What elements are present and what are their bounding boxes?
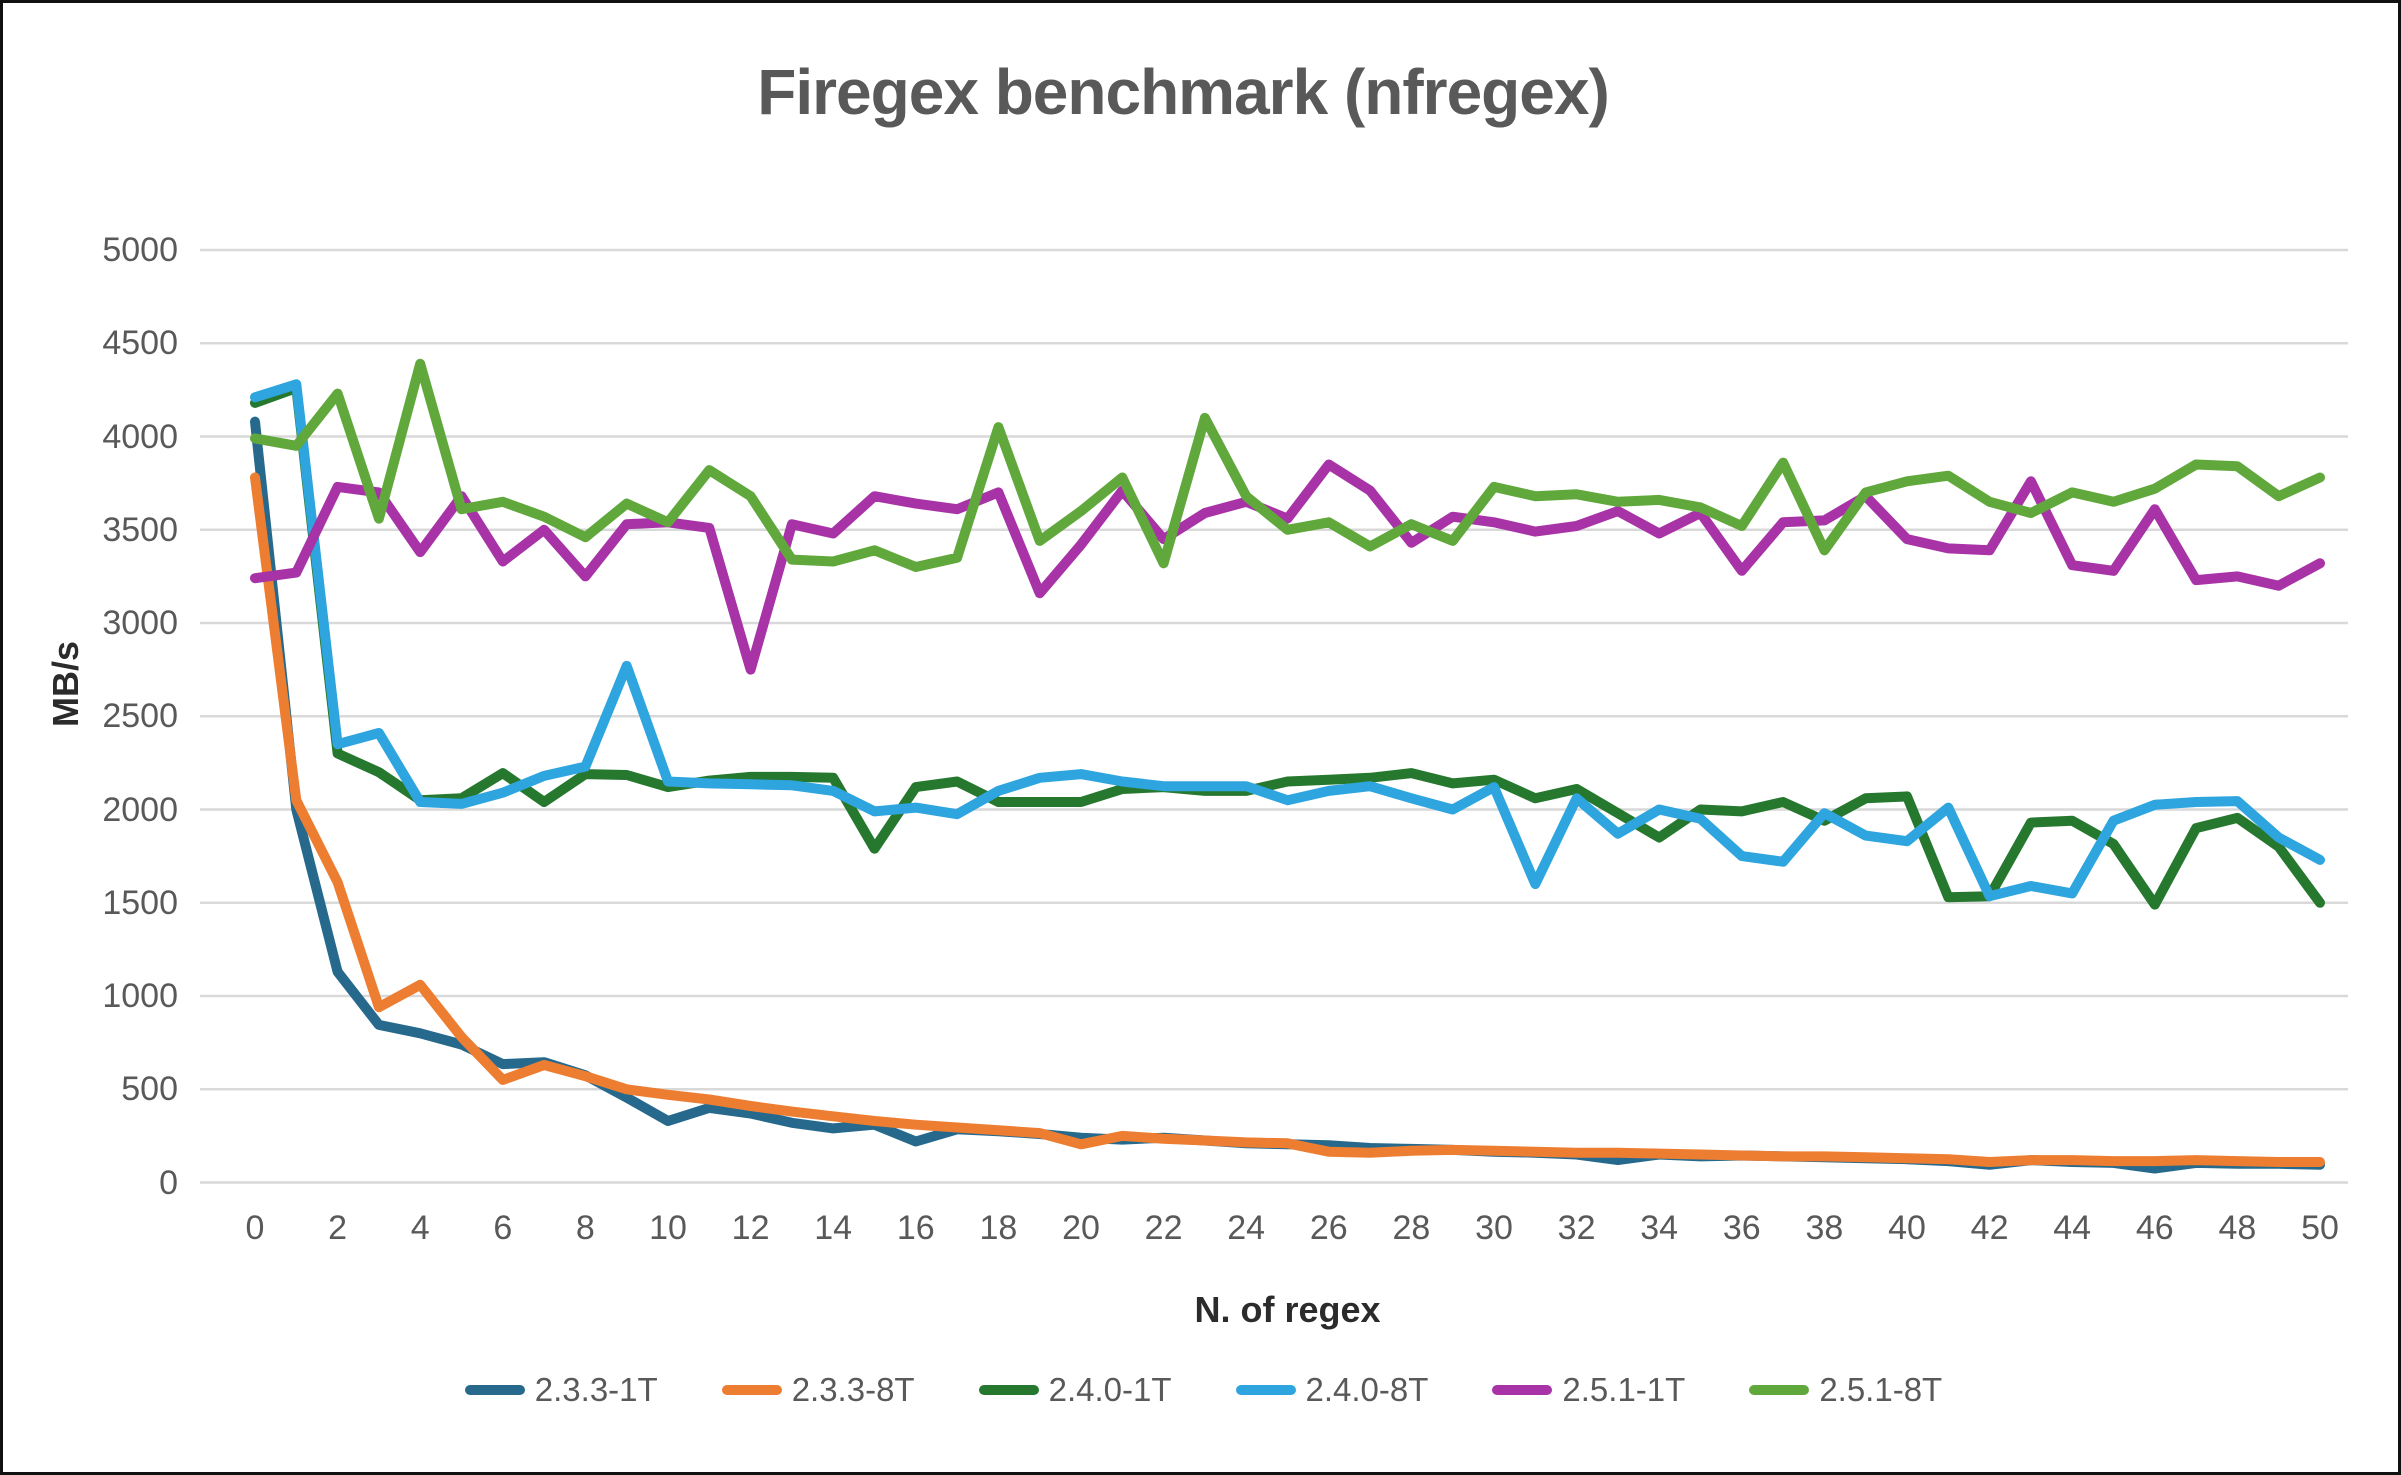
legend-label-2.3.3-8T: 2.3.3-8T bbox=[791, 1371, 915, 1408]
chart-canvas bbox=[200, 248, 2348, 1184]
x-tick-label-16: 16 bbox=[896, 1208, 935, 1247]
x-tick-label-44: 44 bbox=[2053, 1208, 2092, 1247]
legend-swatch-2.4.0-1T bbox=[978, 1385, 1039, 1395]
x-tick-label-2: 2 bbox=[328, 1208, 348, 1247]
x-tick-label-28: 28 bbox=[1392, 1208, 1431, 1247]
legend-item-2.4.0-1T: 2.4.0-1T bbox=[978, 1371, 1172, 1409]
legend-label-2.4.0-1T: 2.4.0-1T bbox=[1048, 1371, 1172, 1408]
y-tick-label-4000: 4000 bbox=[102, 417, 178, 456]
series-line-2.5.1-8T bbox=[250, 358, 2325, 572]
legend-swatch-2.4.0-8T bbox=[1235, 1385, 1296, 1395]
x-tick-label-46: 46 bbox=[2135, 1208, 2174, 1247]
x-tick-label-30: 30 bbox=[1475, 1208, 1513, 1247]
x-tick-label-6: 6 bbox=[493, 1208, 513, 1247]
y-tick-label-500: 500 bbox=[121, 1070, 178, 1109]
legend: 2.3.3-1T 2.3.3-8T 2.4.0-1T 2.4.0-8T 2.5.1-1T… bbox=[3, 1371, 2398, 1409]
series-line-2.3.3-8T bbox=[250, 472, 2325, 1167]
legend-item-2.3.3-8T: 2.3.3-8T bbox=[721, 1371, 915, 1409]
x-tick-label-22: 22 bbox=[1144, 1208, 1183, 1247]
x-tick-label-34: 34 bbox=[1640, 1208, 1679, 1247]
legend-item-2.5.1-1T: 2.5.1-1T bbox=[1492, 1371, 1685, 1409]
series-line-2.4.0-1T bbox=[250, 383, 2325, 910]
x-tick-label-0: 0 bbox=[245, 1208, 265, 1247]
legend-label-2.3.3-1T: 2.3.3-1T bbox=[534, 1371, 658, 1408]
x-tick-label-24: 24 bbox=[1227, 1208, 1266, 1247]
legend-swatch-2.3.3-8T bbox=[721, 1385, 782, 1395]
y-tick-label-3500: 3500 bbox=[102, 510, 178, 549]
x-tick-label-8: 8 bbox=[575, 1208, 595, 1247]
chart-title: Firegex benchmark (nfregex) bbox=[757, 56, 1610, 128]
y-tick-label-0: 0 bbox=[159, 1163, 178, 1202]
x-tick-label-14: 14 bbox=[814, 1208, 853, 1247]
y-tick-label-4500: 4500 bbox=[102, 324, 178, 363]
y-tick-label-3000: 3000 bbox=[102, 604, 178, 642]
legend-swatch-2.5.1-1T bbox=[1492, 1385, 1553, 1395]
x-tick-label-12: 12 bbox=[731, 1208, 770, 1247]
x-tick-label-38: 38 bbox=[1805, 1208, 1844, 1247]
x-tick-label-32: 32 bbox=[1557, 1208, 1596, 1247]
legend-label-2.5.1-8T: 2.5.1-8T bbox=[1819, 1371, 1943, 1408]
x-tick-label-26: 26 bbox=[1309, 1208, 1348, 1247]
y-tick-label-1500: 1500 bbox=[102, 883, 178, 922]
legend-swatch-2.3.3-1T bbox=[464, 1385, 525, 1395]
x-tick-label-50: 50 bbox=[2301, 1208, 2339, 1247]
x-tick-label-20: 20 bbox=[1062, 1208, 1100, 1247]
x-tick-label-36: 36 bbox=[1722, 1208, 1761, 1247]
legend-item-2.3.3-1T: 2.3.3-1T bbox=[464, 1371, 658, 1409]
legend-swatch-2.5.1-8T bbox=[1749, 1385, 1810, 1395]
x-tick-label-10: 10 bbox=[649, 1208, 687, 1247]
x-axis-label: N. of regex bbox=[1194, 1289, 1381, 1330]
x-tick-label-18: 18 bbox=[979, 1208, 1018, 1247]
series-line-2.5.1-1T bbox=[250, 459, 2325, 675]
legend-label-2.5.1-1T: 2.5.1-1T bbox=[1562, 1371, 1686, 1408]
legend-item-2.4.0-8T: 2.4.0-8T bbox=[1235, 1371, 1429, 1409]
series-line-2.4.0-8T bbox=[250, 379, 2325, 902]
legend-label-2.4.0-8T: 2.4.0-8T bbox=[1305, 1371, 1429, 1408]
legend-item-2.5.1-8T: 2.5.1-8T bbox=[1749, 1371, 1942, 1409]
x-tick-label-48: 48 bbox=[2218, 1208, 2257, 1247]
y-tick-label-5000: 5000 bbox=[102, 231, 178, 269]
y-tick-label-2000: 2000 bbox=[102, 790, 178, 829]
x-tick-label-42: 42 bbox=[1970, 1208, 2009, 1247]
x-tick-label-40: 40 bbox=[1888, 1208, 1926, 1247]
y-tick-label-2500: 2500 bbox=[102, 697, 178, 736]
y-tick-label-1000: 1000 bbox=[102, 977, 178, 1015]
x-tick-label-4: 4 bbox=[410, 1208, 430, 1247]
